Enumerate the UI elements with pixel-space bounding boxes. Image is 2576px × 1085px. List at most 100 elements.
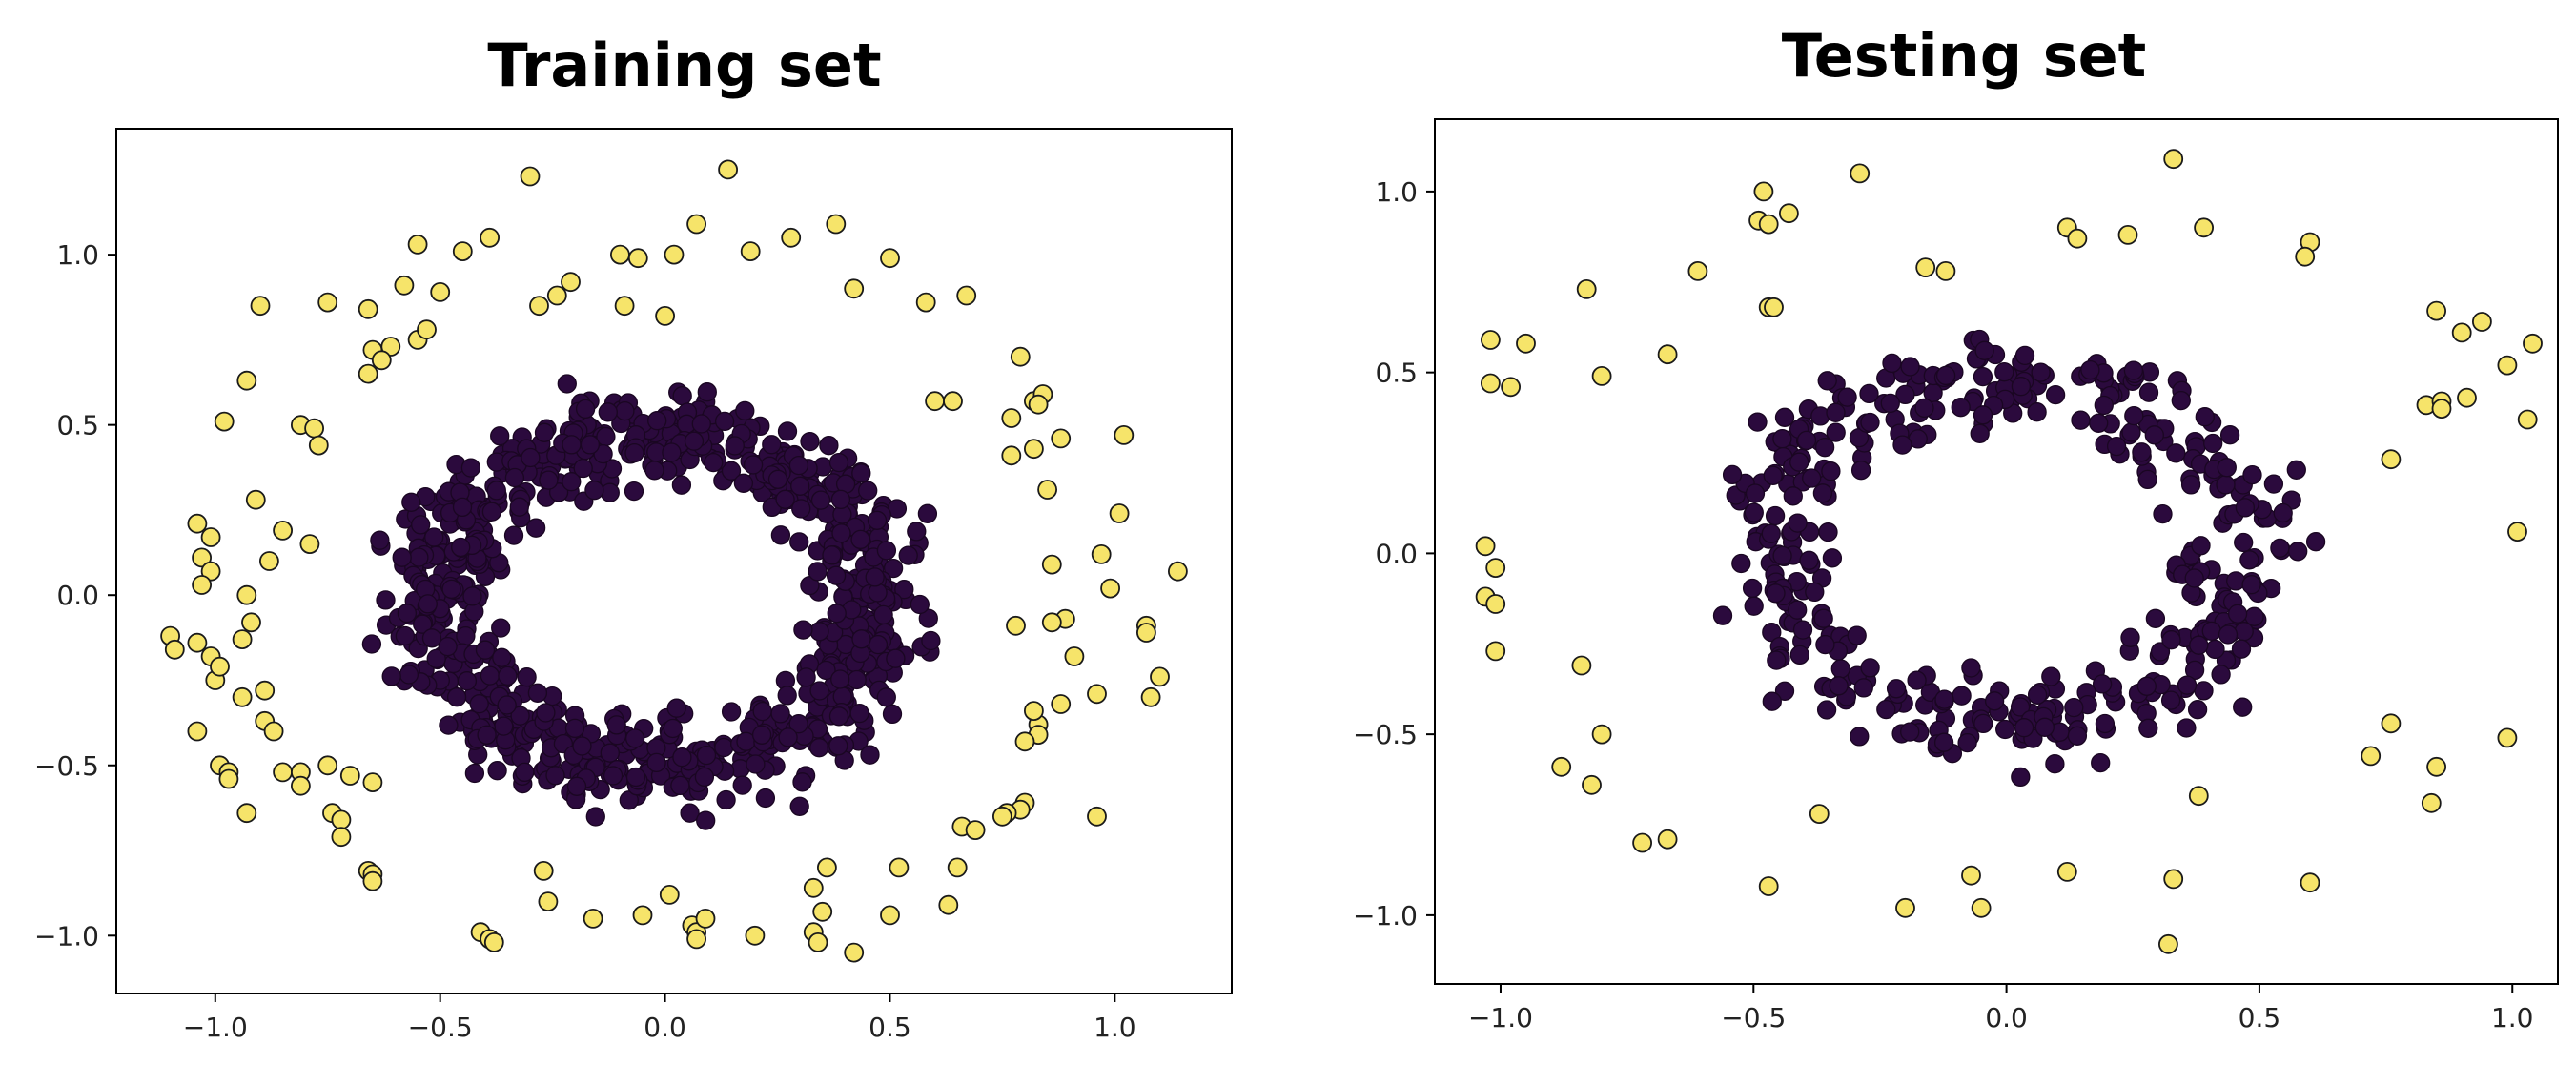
data-point-outer: [417, 319, 437, 340]
data-point-outer: [1576, 278, 1597, 299]
data-point-inner: [1847, 625, 1867, 645]
data-point-inner: [515, 762, 535, 783]
data-point-inner: [1788, 600, 1808, 620]
data-point-inner: [721, 702, 742, 722]
data-point-inner: [1789, 645, 1809, 665]
data-point-outer: [2507, 522, 2527, 542]
data-point-outer: [2426, 300, 2447, 321]
data-point-outer: [358, 298, 378, 319]
data-point-outer: [407, 234, 428, 255]
data-point-inner: [816, 660, 836, 681]
data-point-inner: [1744, 596, 1764, 616]
data-point-outer: [236, 370, 257, 391]
data-point-inner: [2027, 685, 2048, 705]
data-point-outer: [2451, 322, 2472, 343]
data-point-inner: [1761, 523, 1781, 543]
data-point-inner: [2094, 395, 2114, 416]
data-point-inner: [1767, 650, 1787, 670]
data-point-inner: [2014, 345, 2035, 366]
data-point-inner: [598, 402, 618, 422]
data-point-inner: [446, 687, 467, 707]
data-point-outer: [1037, 480, 1057, 500]
data-point-inner: [2191, 536, 2211, 556]
data-point-inner: [517, 667, 537, 687]
data-point-inner: [865, 567, 885, 587]
data-point-outer: [1168, 561, 1188, 582]
data-point-outer: [695, 909, 716, 929]
data-point-inner: [1995, 719, 2015, 740]
data-point-inner: [418, 594, 438, 614]
data-point-outer: [2421, 792, 2442, 813]
data-point-inner: [1799, 550, 1819, 570]
data-point-outer: [317, 755, 338, 776]
data-point-outer: [317, 292, 338, 313]
data-point-inner: [2184, 568, 2204, 588]
data-point-inner: [1829, 676, 1849, 696]
data-point-outer: [1041, 554, 1062, 575]
data-point-inner: [808, 562, 828, 582]
data-point-outer: [533, 861, 554, 881]
data-point-inner: [1850, 461, 1871, 481]
data-point-outer: [1591, 724, 1612, 745]
data-point-inner: [2233, 697, 2253, 717]
data-point-inner: [788, 455, 809, 476]
data-point-inner: [624, 481, 644, 502]
data-point-outer: [817, 857, 837, 878]
chart-title: Testing set: [1782, 21, 2147, 91]
data-point-inner: [411, 515, 431, 535]
data-point-outer: [1971, 897, 1992, 918]
data-point-inner: [503, 525, 524, 545]
data-point-outer: [627, 248, 648, 269]
data-point-inner: [1813, 608, 1833, 628]
data-point-inner: [1900, 357, 1920, 377]
data-point-inner: [504, 467, 525, 488]
data-point-inner: [663, 718, 683, 739]
data-point-inner: [721, 461, 742, 481]
data-point-outer: [1551, 756, 1572, 777]
data-point-inner: [481, 502, 502, 522]
data-point-outer: [947, 857, 968, 878]
data-point-inner: [1815, 634, 1835, 655]
data-point-inner: [584, 481, 604, 501]
data-point-inner: [480, 665, 501, 686]
data-point-inner: [2137, 469, 2157, 490]
data-point-outer: [1961, 865, 1981, 886]
data-point-inner: [1788, 513, 1808, 533]
data-point-outer: [1657, 344, 1678, 365]
data-point-outer: [452, 241, 473, 262]
data-point-inner: [625, 767, 646, 788]
data-point-outer: [218, 768, 239, 789]
data-point-inner: [2218, 624, 2239, 645]
data-point-inner: [868, 634, 889, 655]
data-point-inner: [767, 469, 788, 489]
data-point-inner: [831, 523, 851, 543]
data-point-inner: [1853, 678, 1873, 698]
y-tick-label: 0.0: [1375, 538, 1418, 569]
data-point-inner: [2177, 675, 2198, 695]
data-point-inner: [1933, 732, 1954, 752]
data-point-inner: [572, 736, 592, 756]
data-point-outer: [1485, 558, 1506, 578]
data-point-outer: [2471, 312, 2492, 332]
data-point-inner: [2194, 681, 2214, 701]
data-point-inner: [2241, 575, 2261, 595]
data-point-inner: [691, 414, 711, 434]
data-point-inner: [1765, 505, 1786, 526]
data-point-inner: [828, 736, 848, 756]
data-point-inner: [777, 421, 798, 441]
data-point-inner: [1984, 691, 2005, 711]
x-tick-label: −1.0: [1468, 1002, 1533, 1034]
data-point-inner: [464, 763, 485, 784]
chart-title: Training set: [487, 31, 881, 100]
data-point-inner: [527, 683, 548, 703]
data-point-inner: [696, 810, 716, 830]
data-point-outer: [1024, 701, 1044, 721]
data-point-outer: [371, 350, 392, 371]
data-point-inner: [2217, 458, 2237, 478]
data-point-inner: [2286, 460, 2306, 480]
y-tick-label: 1.0: [56, 239, 99, 271]
data-point-inner: [1860, 658, 1880, 678]
data-point-outer: [1001, 445, 1022, 466]
data-point-outer: [520, 166, 541, 187]
data-point-inner: [2270, 538, 2290, 559]
